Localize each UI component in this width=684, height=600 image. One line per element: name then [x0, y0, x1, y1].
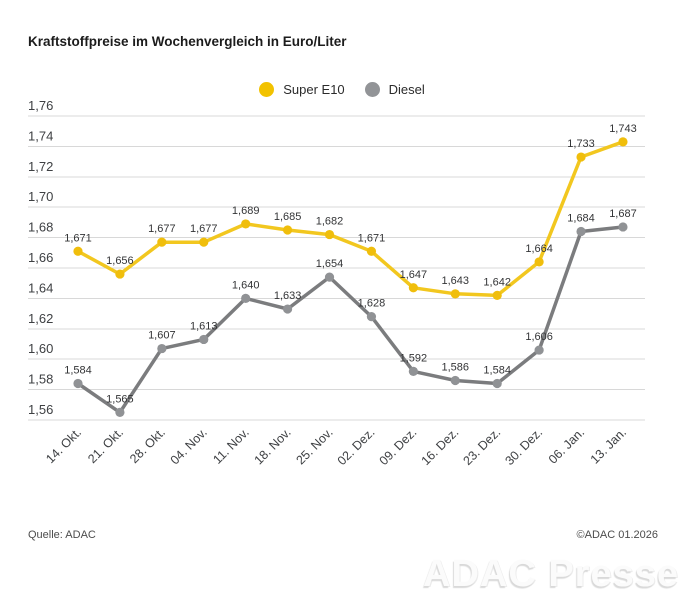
adac-presse-watermark: ADAC Presse — [423, 553, 679, 595]
y-tick-label: 1,62 — [28, 311, 53, 326]
data-point — [492, 378, 502, 389]
data-value-label: 1,682 — [316, 216, 344, 228]
data-point — [450, 289, 460, 299]
x-tick-label: 30. Dez. — [502, 425, 545, 468]
data-value-label: 1,743 — [609, 123, 637, 135]
data-point — [450, 375, 460, 386]
x-tick-label: 09. Dez. — [377, 425, 420, 468]
series-line-diesel — [76, 225, 625, 415]
x-tick-label: 02. Dez. — [335, 425, 378, 468]
data-value-label: 1,685 — [274, 211, 302, 223]
data-point — [157, 343, 167, 354]
data-value-label: 1,565 — [106, 393, 134, 405]
legend: Super E10 Diesel — [0, 82, 684, 97]
data-value-label: 1,671 — [64, 232, 92, 244]
data-value-label: 1,606 — [525, 331, 553, 343]
data-point — [534, 345, 544, 355]
legend-label: Diesel — [388, 82, 425, 97]
data-value-label: 1,613 — [190, 320, 218, 332]
series-line-super-e10 — [76, 140, 625, 298]
data-point — [283, 304, 293, 314]
data-value-label: 1,628 — [358, 298, 386, 310]
y-tick-label: 1,66 — [28, 250, 53, 265]
data-point — [199, 237, 209, 247]
data-point — [324, 272, 335, 282]
x-tick-label: 06. Jan. — [546, 425, 587, 466]
data-value-label: 1,677 — [148, 223, 176, 235]
data-value-label: 1,733 — [567, 138, 595, 150]
data-point — [534, 257, 544, 267]
data-point — [241, 219, 251, 229]
diesel-dot-icon — [364, 82, 380, 97]
data-point — [115, 269, 125, 279]
data-point — [283, 225, 293, 235]
data-point — [576, 152, 586, 162]
data-value-label: 1,643 — [442, 275, 470, 287]
data-point — [73, 378, 83, 389]
data-point — [576, 226, 586, 237]
data-value-label: 1,687 — [609, 208, 637, 220]
legend-item-super-e10: Super E10 — [259, 82, 345, 97]
y-tick-label: 1,56 — [28, 402, 53, 417]
x-tick-label: 11. Nov. — [210, 425, 252, 467]
super-e10-dot-icon — [259, 82, 275, 97]
data-value-label: 1,677 — [190, 223, 218, 235]
data-value-label: 1,689 — [232, 205, 260, 217]
x-tick-label: 13. Jan. — [588, 425, 629, 466]
source-note: Quelle: ADAC — [28, 529, 96, 541]
data-value-label: 1,654 — [316, 258, 344, 270]
y-tick-label: 1,74 — [28, 128, 53, 143]
copyright-note: ©ADAC 01.2026 — [576, 529, 659, 541]
data-value-label: 1,656 — [106, 255, 134, 267]
data-point — [241, 293, 251, 303]
data-point — [408, 366, 418, 376]
y-tick-label: 1,58 — [28, 372, 53, 387]
data-value-label: 1,586 — [442, 361, 470, 373]
chart-title: Kraftstoffpreise im Wochenvergleich in E… — [28, 34, 347, 49]
y-tick-label: 1,72 — [28, 159, 53, 174]
data-point — [73, 246, 83, 256]
x-tick-label: 28. Okt. — [127, 425, 168, 466]
x-tick-label: 16. Dez. — [419, 425, 462, 468]
x-tick-label: 18. Nov. — [252, 425, 294, 467]
x-tick-label: 25. Nov. — [293, 425, 335, 467]
data-point — [199, 334, 209, 345]
data-value-label: 1,584 — [64, 365, 92, 377]
y-tick-label: 1,76 — [28, 98, 53, 113]
x-tick-label: 14. Okt. — [43, 425, 84, 466]
data-point — [408, 283, 418, 293]
data-value-label: 1,584 — [483, 365, 511, 377]
data-value-label: 1,671 — [358, 232, 386, 244]
data-point — [366, 246, 377, 256]
data-point — [618, 222, 628, 232]
data-point — [492, 290, 502, 300]
data-value-label: 1,664 — [525, 243, 553, 255]
data-point — [157, 237, 167, 247]
data-value-label: 1,642 — [483, 276, 511, 288]
legend-item-diesel: Diesel — [364, 82, 425, 97]
data-value-label: 1,640 — [232, 279, 260, 291]
data-point — [324, 229, 335, 240]
data-value-label: 1,684 — [567, 213, 595, 225]
legend-label: Super E10 — [283, 82, 345, 97]
y-tick-label: 1,60 — [28, 341, 53, 356]
data-point — [115, 407, 125, 417]
data-point — [366, 312, 377, 322]
data-value-label: 1,592 — [400, 352, 428, 364]
x-tick-label: 04. Nov. — [168, 425, 210, 467]
data-point — [618, 137, 628, 147]
data-value-label: 1,607 — [148, 330, 176, 342]
x-tick-label: 21. Okt. — [85, 425, 126, 466]
y-tick-label: 1,64 — [28, 280, 53, 295]
x-tick-label: 23. Dez. — [460, 425, 503, 468]
data-value-label: 1,633 — [274, 290, 302, 302]
data-value-label: 1,647 — [400, 269, 428, 281]
y-tick-label: 1,70 — [28, 189, 53, 204]
y-tick-label: 1,68 — [28, 220, 53, 235]
